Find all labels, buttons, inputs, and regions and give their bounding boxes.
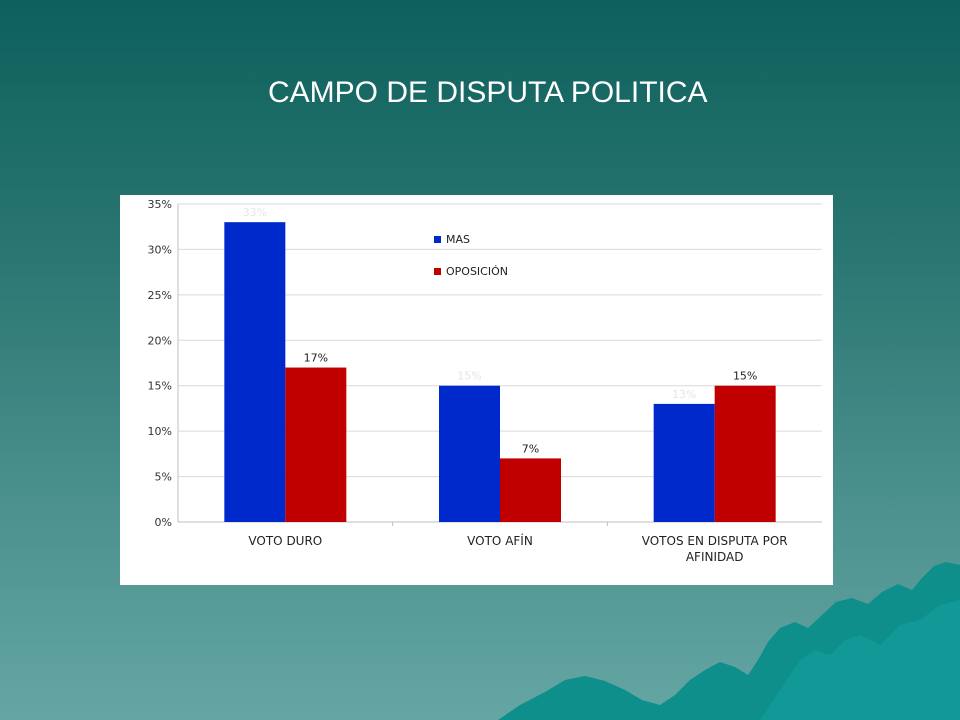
slide-title: CAMPO DE DISPUTA POLITICA xyxy=(268,76,708,109)
x-category-label: VOTO AFÍN xyxy=(467,533,533,548)
legend-swatch xyxy=(434,268,441,275)
data-label: 33% xyxy=(243,206,267,219)
y-tick-label: 20% xyxy=(148,334,172,347)
bar-oposicion xyxy=(285,367,347,522)
legend-swatch xyxy=(434,236,441,243)
chart-panel: 0% 5% 10% 15% 20% 25% 30% 35% VOTO DURO VOTO AFÍN… xyxy=(120,195,833,585)
y-tick-label: 35% xyxy=(148,198,172,211)
data-label: 13% xyxy=(672,388,696,401)
bar-oposicion xyxy=(714,385,776,522)
legend: MAS OPOSICIÓN xyxy=(434,233,508,278)
y-tick-label: 25% xyxy=(148,289,172,302)
y-tick-label: 15% xyxy=(148,380,172,393)
y-tick-label: 30% xyxy=(148,243,172,256)
x-category-label: VOTO DURO xyxy=(248,534,322,548)
bar-mas xyxy=(224,222,286,522)
y-tick-label: 0% xyxy=(155,516,172,529)
bar-mas xyxy=(653,403,715,522)
data-label: 15% xyxy=(733,370,757,383)
legend-label: OPOSICIÓN xyxy=(446,265,508,278)
data-label: 15% xyxy=(457,370,481,383)
bars xyxy=(224,222,776,522)
bar-mas xyxy=(439,385,500,522)
bar-chart: 0% 5% 10% 15% 20% 25% 30% 35% VOTO DURO VOTO AFÍN… xyxy=(148,198,822,564)
y-tick-label: 5% xyxy=(155,471,172,484)
y-tick-label: 10% xyxy=(148,425,172,438)
x-category-label: VOTOS EN DISPUTA POR AFINIDAD xyxy=(642,534,788,564)
data-label: 17% xyxy=(304,352,328,365)
data-labels: 33% 17% 15% 7% 13% 15% xyxy=(243,206,758,455)
bar-oposicion xyxy=(500,458,561,522)
legend-label: MAS xyxy=(446,233,470,246)
data-label: 7% xyxy=(522,442,539,455)
